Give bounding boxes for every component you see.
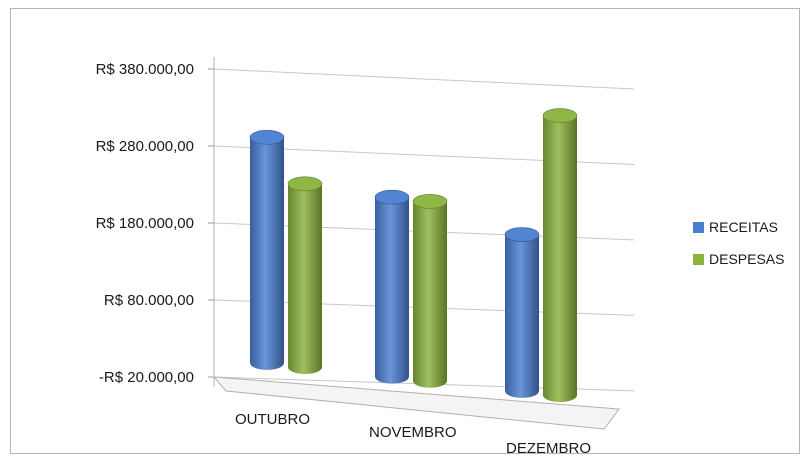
x-category-label: DEZEMBRO — [506, 440, 591, 455]
cylinder-bar-chart: -R$ 20.000,00 R$ 80.000,00 R$ 180.000,00 R$… — [96, 57, 784, 455]
cylinder-body — [413, 201, 447, 388]
bar-receitas-dezembro — [504, 227, 540, 398]
cylinder-top — [412, 194, 448, 209]
cylinder-top — [542, 108, 578, 123]
gridline — [213, 68, 635, 90]
bars-layer — [249, 108, 578, 403]
cylinder-top — [249, 130, 285, 145]
bar-despesas-outubro — [287, 176, 323, 375]
cylinder-body — [543, 115, 577, 403]
bar-receitas-novembro — [374, 189, 410, 384]
bar-receitas-outubro — [249, 130, 285, 370]
cylinder-top — [374, 189, 410, 205]
labels-layer: -R$ 20.000,00 R$ 80.000,00 R$ 180.000,00 R$… — [96, 61, 591, 455]
y-tick-label: R$ 280.000,00 — [96, 138, 194, 155]
legend-swatch-receitas — [693, 222, 704, 233]
cylinder-body — [375, 197, 409, 384]
y-tick-label: R$ 80.000,00 — [104, 292, 194, 309]
cylinder-body — [505, 234, 539, 398]
cylinder-body — [288, 183, 322, 375]
legend-label-despesas: DESPESAS — [709, 251, 784, 267]
legend: RECEITAS DESPESAS — [693, 219, 784, 267]
cylinder-body — [250, 137, 284, 370]
y-tick-label: R$ 180.000,00 — [96, 215, 194, 232]
y-tick-label: -R$ 20.000,00 — [99, 369, 194, 386]
x-category-label: NOVEMBRO — [369, 424, 457, 441]
cylinder-top — [287, 176, 323, 192]
chart-frame: -R$ 20.000,00 R$ 80.000,00 R$ 180.000,00 R$… — [10, 8, 800, 455]
x-category-label: OUTUBRO — [235, 411, 310, 428]
legend-label-receitas: RECEITAS — [709, 219, 778, 235]
cylinder-top — [504, 227, 540, 242]
y-tick-label: R$ 380.000,00 — [96, 61, 194, 78]
legend-swatch-despesas — [693, 254, 704, 265]
bar-despesas-novembro — [412, 194, 448, 388]
bar-despesas-dezembro — [542, 108, 578, 403]
chart-floor — [212, 376, 620, 430]
